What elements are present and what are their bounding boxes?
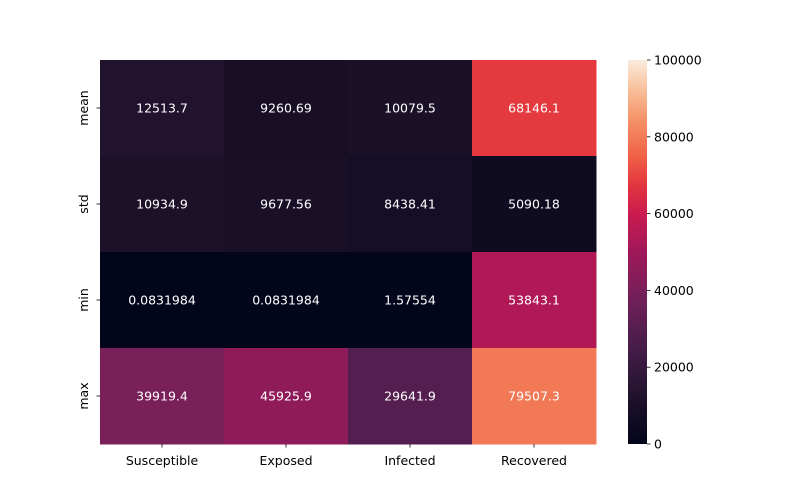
cell-value-label: 8438.41 — [384, 197, 436, 212]
heatmap-cell-min-susceptible — [100, 252, 225, 349]
colorbar-tick-label: 0 — [654, 437, 662, 452]
y-tick-label: std — [76, 194, 91, 213]
heatmap-cell-min-infected — [348, 252, 473, 349]
cell-value-label: 39919.4 — [136, 389, 188, 404]
colorbar-tick-label: 60000 — [654, 206, 694, 221]
colorbar: 0 20000 40000 60000 80000 100000 — [628, 53, 702, 452]
cell-value-label: 29641.9 — [384, 389, 436, 404]
heatmap-cell-max-exposed — [224, 348, 349, 445]
cell-value-label: 1.57554 — [384, 293, 436, 308]
x-tick-label: Infected — [384, 453, 435, 468]
x-tick-label: Exposed — [259, 453, 312, 468]
cell-value-label: 9677.56 — [260, 197, 312, 212]
x-tick-label: Susceptible — [126, 453, 199, 468]
heatmap-cell-max-susceptible — [100, 348, 225, 445]
cell-value-label: 0.0831984 — [128, 293, 196, 308]
y-tick-label: max — [76, 382, 91, 409]
colorbar-tick-label: 100000 — [654, 53, 702, 68]
cell-value-label: 53843.1 — [508, 293, 560, 308]
cell-value-label: 5090.18 — [508, 197, 560, 212]
cell-value-label: 45925.9 — [260, 389, 312, 404]
colorbar-tick-label: 40000 — [654, 283, 694, 298]
cell-value-label: 9260.69 — [260, 101, 312, 116]
cell-value-label: 68146.1 — [508, 101, 560, 116]
heatmap-cell-std-recovered — [472, 156, 597, 253]
heatmap-cell-min-recovered — [472, 252, 597, 349]
heatmap-cell-mean-recovered — [472, 60, 597, 157]
cell-value-label: 12513.7 — [136, 101, 188, 116]
heatmap-cell-mean-infected — [348, 60, 473, 157]
colorbar-tick-label: 20000 — [654, 360, 694, 375]
heatmap-cell-max-recovered — [472, 348, 597, 445]
y-axis: mean std min max — [76, 90, 100, 410]
heatmap-cell-mean-exposed — [224, 60, 349, 157]
heatmap-cell-std-infected — [348, 156, 473, 253]
y-tick-label: min — [76, 288, 91, 312]
cell-value-label: 10934.9 — [136, 197, 188, 212]
cell-value-label: 0.0831984 — [252, 293, 320, 308]
cell-value-label: 79507.3 — [508, 389, 560, 404]
heatmap-cell-mean-susceptible — [100, 60, 225, 157]
heatmap-cell-std-exposed — [224, 156, 349, 253]
colorbar-gradient — [628, 60, 647, 444]
cell-value-label: 10079.5 — [384, 101, 436, 116]
heatmap-cells: 12513.7 9260.69 10079.5 68146.1 10934.9 9677.… — [100, 60, 597, 445]
colorbar-tick-label: 80000 — [654, 129, 694, 144]
y-tick-label: mean — [76, 90, 91, 125]
heatmap-cell-min-exposed — [224, 252, 349, 349]
heatmap-cell-max-infected — [348, 348, 473, 445]
x-axis: Susceptible Exposed Infected Recovered — [126, 444, 567, 468]
heatmap-cell-std-susceptible — [100, 156, 225, 253]
x-tick-label: Recovered — [501, 453, 567, 468]
